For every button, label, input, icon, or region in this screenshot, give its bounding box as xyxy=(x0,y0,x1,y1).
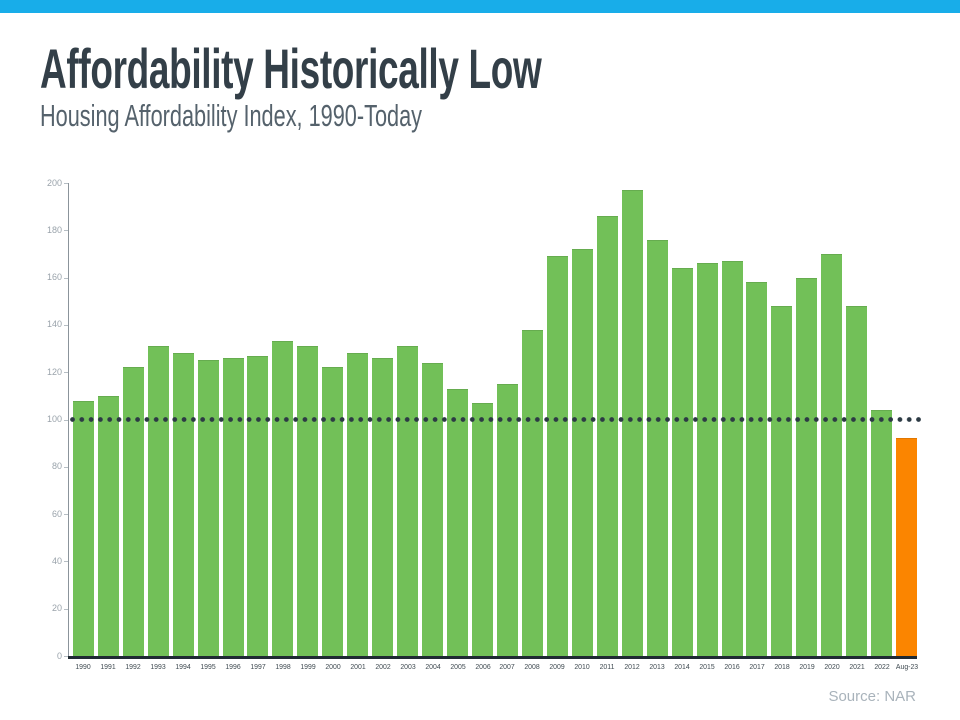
x-tick-label: Aug-23 xyxy=(895,662,918,671)
y-tick-mark xyxy=(64,656,68,657)
y-tick-mark xyxy=(64,514,68,516)
bar-2002 xyxy=(372,358,394,656)
x-tick-label: 2006 xyxy=(474,662,491,671)
y-tick-mark xyxy=(64,466,68,468)
bar-1996 xyxy=(222,358,244,656)
bar-2018 xyxy=(771,305,793,656)
y-tick-mark xyxy=(64,372,68,374)
bar-1995 xyxy=(197,360,219,656)
y-tick-label: 60 xyxy=(51,508,62,519)
y-axis-line xyxy=(68,183,69,657)
y-tick-mark xyxy=(64,561,68,563)
bar-1991 xyxy=(97,395,119,656)
y-tick-label: 120 xyxy=(46,366,62,377)
bar-2019 xyxy=(796,277,818,656)
bar-2010 xyxy=(571,249,593,656)
bar-2020 xyxy=(821,253,843,656)
y-tick-label: 180 xyxy=(46,224,62,235)
x-tick-label: 2022 xyxy=(874,662,890,671)
bar-2003 xyxy=(397,346,419,656)
y-tick-mark xyxy=(64,608,68,610)
x-tick-label: 2017 xyxy=(749,662,765,671)
x-tick-label: 2008 xyxy=(524,662,541,671)
bar-2016 xyxy=(721,261,743,656)
x-tick-label: 2005 xyxy=(449,662,466,671)
y-tick-mark xyxy=(64,277,68,279)
x-tick-label: 2004 xyxy=(424,662,441,671)
x-tick-label: 2001 xyxy=(350,662,366,671)
bar-2007 xyxy=(496,384,518,656)
bar-2017 xyxy=(746,282,768,656)
bar-2006 xyxy=(472,402,493,656)
x-tick-label: 1993 xyxy=(150,662,166,671)
bar-1992 xyxy=(122,367,144,656)
bar-1999 xyxy=(297,346,319,656)
bar-2004 xyxy=(422,362,444,656)
y-tick-label: 40 xyxy=(51,555,62,566)
y-tick-mark xyxy=(64,324,68,326)
bar-2008 xyxy=(521,329,543,656)
x-tick-label: 1999 xyxy=(300,662,316,671)
x-tick-label: 1996 xyxy=(225,662,241,671)
x-tick-label: 2009 xyxy=(549,662,566,671)
bar-2001 xyxy=(347,353,369,656)
page-title: Affordability Historically Low xyxy=(40,37,542,100)
x-tick-label: 1994 xyxy=(175,662,191,671)
x-tick-label: 2003 xyxy=(399,662,416,671)
x-tick-label: 2015 xyxy=(699,662,715,671)
x-tick-label: 1990 xyxy=(75,662,91,671)
y-tick-label: 0 xyxy=(56,650,62,661)
page-subtitle: Housing Affordability Index, 1990-Today xyxy=(40,98,423,133)
y-tick-mark xyxy=(64,230,68,232)
y-tick-label: 20 xyxy=(51,603,62,614)
y-tick-mark xyxy=(64,183,68,184)
y-tick-label: 140 xyxy=(46,319,62,330)
x-tick-label: 2014 xyxy=(674,662,690,671)
y-tick-label: 100 xyxy=(46,414,62,424)
bar-2000 xyxy=(322,367,344,656)
x-tick-label: 2007 xyxy=(499,662,516,671)
x-tick-label: 1997 xyxy=(250,662,266,671)
source-note: Source: NAR xyxy=(828,688,916,705)
bar-2013 xyxy=(646,239,668,656)
y-tick-label: 160 xyxy=(46,272,62,283)
x-tick-label: 2013 xyxy=(649,662,665,671)
x-tick-label: 2016 xyxy=(724,662,740,671)
x-axis-line xyxy=(68,655,917,659)
bar-2022 xyxy=(871,410,893,656)
x-tick-label: 2012 xyxy=(624,662,640,671)
bar-1990 xyxy=(72,400,94,656)
bar-1993 xyxy=(147,346,169,656)
bar-2015 xyxy=(696,263,718,656)
x-tick-label: 2021 xyxy=(849,662,865,671)
bar-2009 xyxy=(546,256,568,656)
x-tick-label: 1992 xyxy=(125,662,141,671)
x-tick-label: 2000 xyxy=(325,662,341,671)
x-tick-label: 1998 xyxy=(275,662,291,671)
bar-2012 xyxy=(621,190,643,656)
x-tick-label: 2011 xyxy=(599,662,615,671)
benchmark-100-dotted-line xyxy=(70,417,925,422)
bar-1997 xyxy=(247,355,269,656)
x-tick-label: 2018 xyxy=(774,662,790,671)
bar-1994 xyxy=(172,353,194,656)
x-tick-label: 1995 xyxy=(200,662,216,671)
y-tick-label: 200 xyxy=(46,177,62,188)
affordability-bar-chart: 0 20 40 60 80 100 120 140 160 180 200 1990 1991 1992 1… xyxy=(0,170,960,690)
bar-2005 xyxy=(447,388,469,656)
bar-1998 xyxy=(272,341,294,656)
x-tick-label: 2010 xyxy=(574,662,590,671)
bar-2021 xyxy=(846,305,868,656)
bar-2014 xyxy=(671,268,693,656)
x-tick-label: 2020 xyxy=(824,662,840,671)
y-tick-label: 80 xyxy=(51,461,62,472)
bar-2011 xyxy=(596,216,618,656)
bar-Aug-23 xyxy=(896,438,918,656)
y-tick-mark xyxy=(64,419,68,421)
x-tick-label: 2002 xyxy=(375,662,391,671)
x-tick-label: 2019 xyxy=(799,662,815,671)
top-accent-bar xyxy=(0,0,960,13)
x-tick-label: 1991 xyxy=(100,662,116,671)
